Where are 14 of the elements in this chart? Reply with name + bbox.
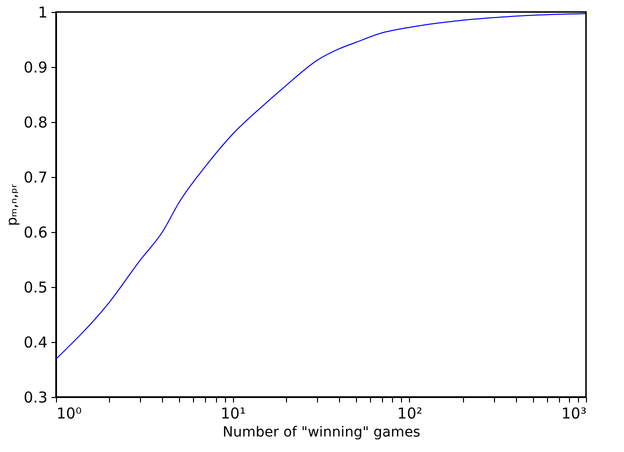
y-axis-title: pₘ,ₙ,ₚᵣ	[4, 184, 21, 226]
y-tick-label: 0.3	[24, 388, 48, 406]
x-axis-title: Number of "winning" games	[222, 424, 420, 440]
y-tick-label: 0.5	[24, 278, 48, 296]
y-tick-label: 0.7	[24, 168, 48, 186]
x-tick-label: 10⁰	[56, 404, 82, 422]
y-tick-label: 0.4	[24, 334, 48, 352]
x-tick-label: 10¹	[220, 404, 246, 422]
x-tick-label: 10³	[561, 404, 586, 422]
y-tick-label: 0.8	[24, 114, 48, 132]
x-tick-label: 10²	[397, 404, 422, 422]
y-tick-label: 0.6	[24, 224, 48, 242]
y-tick-label: 1	[38, 4, 48, 22]
y-tick-label: 0.9	[24, 58, 48, 76]
